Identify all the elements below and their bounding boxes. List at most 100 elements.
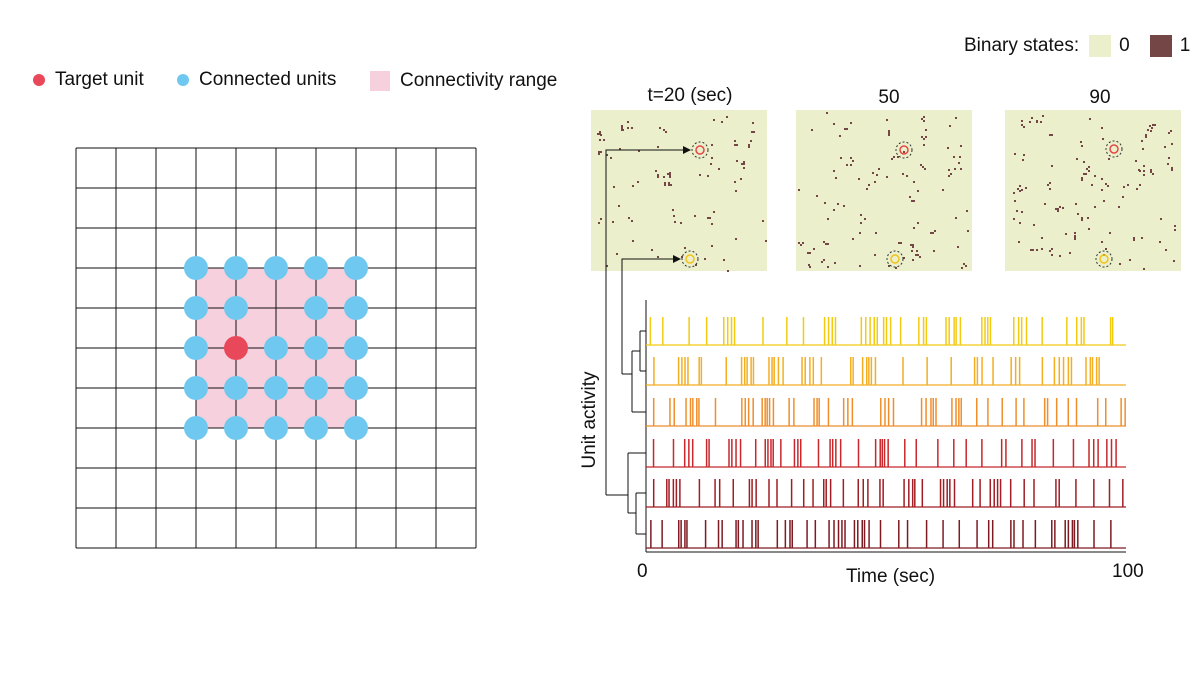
- active-pixel: [753, 131, 755, 133]
- active-pixel: [910, 244, 912, 246]
- active-pixel: [903, 151, 905, 153]
- active-pixel: [1044, 203, 1046, 205]
- legend-target-label: Target unit: [55, 69, 144, 90]
- snapshot-title-2: 50: [878, 87, 900, 108]
- active-pixel: [748, 144, 750, 146]
- active-pixel: [1023, 154, 1025, 156]
- active-pixel: [895, 267, 897, 269]
- active-pixel: [613, 186, 615, 188]
- connected-unit: [184, 336, 208, 360]
- active-pixel: [1143, 170, 1145, 172]
- active-pixel: [723, 259, 725, 261]
- active-pixel: [740, 178, 742, 180]
- raster-xlabel: Time (sec): [846, 566, 936, 587]
- active-pixel: [827, 243, 829, 245]
- active-pixel: [638, 150, 640, 152]
- active-pixel: [961, 267, 963, 269]
- active-pixel: [663, 129, 665, 131]
- active-pixel: [897, 156, 899, 158]
- active-pixel: [900, 242, 902, 244]
- active-pixel: [934, 230, 936, 232]
- active-pixel: [1042, 115, 1044, 117]
- target-marker-outline: [895, 141, 913, 159]
- target-marker-yellow: [890, 254, 900, 264]
- legend-connectivity-range: Connectivity range: [370, 70, 557, 92]
- active-pixel: [866, 188, 868, 190]
- active-pixel: [1118, 206, 1120, 208]
- state-zero-label: 0: [1119, 35, 1130, 56]
- active-pixel: [1101, 178, 1103, 180]
- active-pixel: [1170, 130, 1172, 132]
- unit-trace-2: [646, 357, 1126, 386]
- active-pixel: [878, 168, 880, 170]
- active-pixel: [1152, 124, 1154, 126]
- active-pixel: [1074, 232, 1076, 234]
- active-pixel: [1029, 121, 1031, 123]
- active-pixel: [1087, 217, 1089, 219]
- active-pixel: [917, 190, 919, 192]
- active-pixel: [811, 129, 813, 131]
- connected-unit: [184, 416, 208, 440]
- connected-unit: [344, 376, 368, 400]
- active-pixel: [606, 154, 608, 156]
- active-pixel: [669, 174, 671, 176]
- active-pixel: [621, 125, 623, 127]
- active-pixel: [1049, 182, 1051, 184]
- active-pixel: [1141, 140, 1143, 142]
- active-pixel: [734, 181, 736, 183]
- active-pixel: [1059, 206, 1061, 208]
- active-pixel: [903, 257, 905, 259]
- active-pixel: [1016, 210, 1018, 212]
- active-pixel: [734, 140, 736, 142]
- active-pixel: [1049, 134, 1051, 136]
- active-pixel: [809, 266, 811, 268]
- active-pixel: [1135, 160, 1137, 162]
- active-pixel: [1102, 138, 1104, 140]
- active-pixel: [1051, 254, 1053, 256]
- connected-unit: [344, 296, 368, 320]
- snapshot-background: [591, 110, 767, 271]
- active-pixel: [844, 128, 846, 130]
- active-pixel: [950, 173, 952, 175]
- snapshot-background: [796, 110, 972, 271]
- active-pixel: [598, 153, 600, 155]
- active-pixel: [874, 181, 876, 183]
- active-pixel: [823, 241, 825, 243]
- active-pixel: [798, 189, 800, 191]
- active-pixel: [599, 131, 601, 133]
- active-pixel: [657, 146, 659, 148]
- active-pixel: [846, 128, 848, 130]
- snapshot-title-1: t=20 (sec): [647, 85, 733, 106]
- active-pixel: [1047, 184, 1049, 186]
- active-pixel: [750, 140, 752, 142]
- active-pixel: [1049, 188, 1051, 190]
- snapshot-panel-3: [1005, 110, 1181, 271]
- active-pixel: [809, 252, 811, 254]
- active-pixel: [699, 174, 701, 176]
- active-pixel: [872, 172, 874, 174]
- active-pixel: [800, 244, 802, 246]
- connected-unit: [224, 416, 248, 440]
- unit-trace-3: [646, 398, 1126, 427]
- active-pixel: [1019, 185, 1021, 187]
- active-pixel: [922, 166, 924, 168]
- active-pixel: [1145, 136, 1147, 138]
- active-pixel: [667, 173, 669, 175]
- active-pixel: [632, 240, 634, 242]
- active-pixel: [824, 202, 826, 204]
- active-pixel: [1086, 168, 1088, 170]
- target-unit: [224, 336, 248, 360]
- active-pixel: [1133, 239, 1135, 241]
- active-pixel: [1017, 188, 1019, 190]
- active-pixel: [1143, 268, 1145, 270]
- active-pixel: [1023, 126, 1025, 128]
- active-pixel: [827, 266, 829, 268]
- active-pixel: [600, 218, 602, 220]
- active-pixel: [948, 175, 950, 177]
- active-pixel: [953, 156, 955, 158]
- active-pixel: [1036, 249, 1038, 251]
- arrow-to-yellow-marker: [621, 255, 681, 374]
- active-pixel: [1143, 165, 1145, 167]
- active-pixel: [621, 127, 623, 129]
- active-pixel: [1164, 146, 1166, 148]
